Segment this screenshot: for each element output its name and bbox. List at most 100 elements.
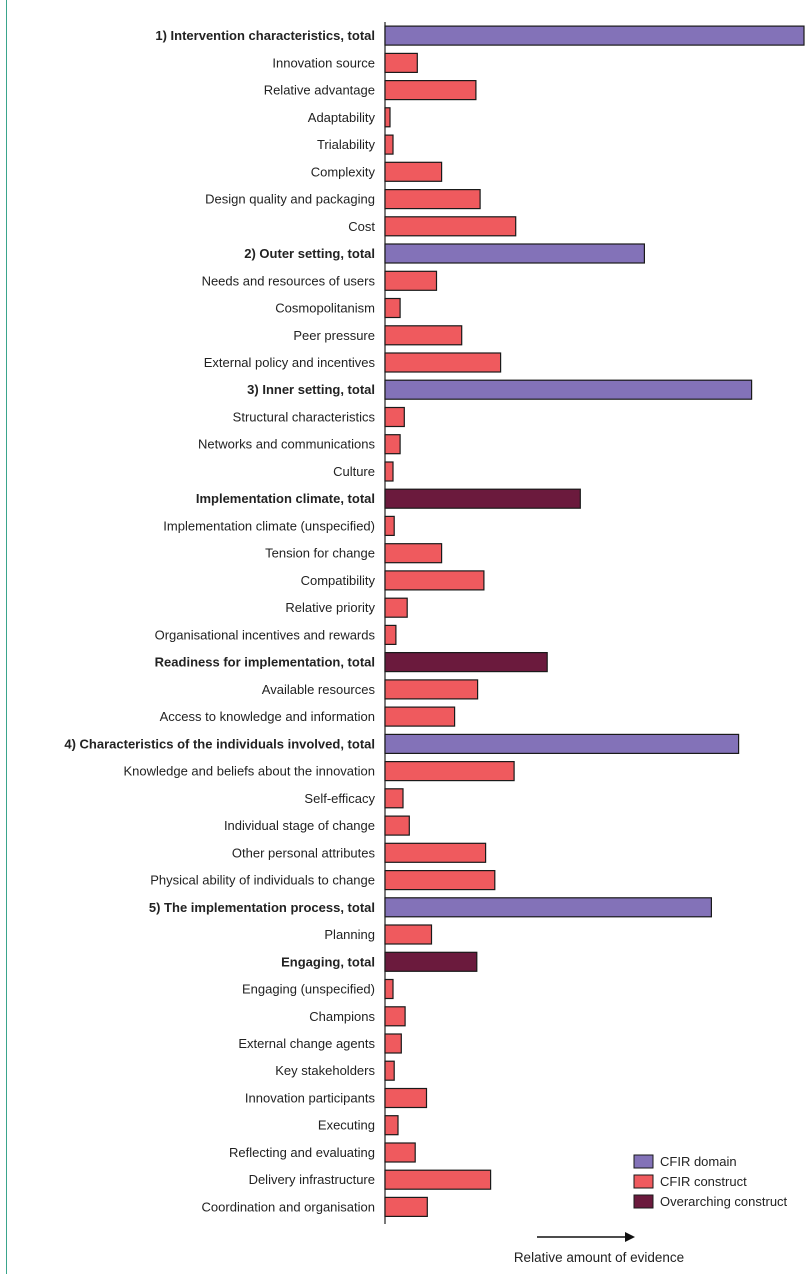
label-delivery-infrastructure: Delivery infrastructure — [249, 1172, 375, 1187]
label-implementation-climate-unspecified: Implementation climate (unspecified) — [163, 518, 375, 533]
bar-needs-and-resources-of-users — [384, 270, 438, 291]
label-coordination-and-organisation: Coordination and organisation — [202, 1199, 375, 1214]
bar-access-to-knowledge-and-information — [384, 706, 456, 727]
bar-cost — [384, 216, 517, 237]
label-networks-and-communications: Networks and communications — [198, 437, 376, 452]
label-tension-for-change: Tension for change — [265, 546, 375, 561]
bar-implementation-climate-unspecified — [384, 515, 395, 537]
label-champions: Champions — [309, 1009, 375, 1024]
left-border-rule — [6, 0, 7, 1274]
label-cost: Cost — [348, 219, 375, 234]
bar-readiness-for-implementation-total — [384, 651, 548, 673]
label-adaptability: Adaptability — [308, 110, 376, 125]
label-implementation-climate-total: Implementation climate, total — [196, 491, 375, 506]
label-2-outer-setting-total: 2) Outer setting, total — [244, 246, 375, 261]
bar-peer-pressure — [384, 325, 463, 346]
legend: CFIR domain CFIR construct Overarching con… — [633, 1154, 788, 1209]
bar-complexity — [384, 161, 443, 182]
label-needs-and-resources-of-users: Needs and resources of users — [202, 273, 376, 288]
bar-culture — [384, 461, 394, 482]
label-self-efficacy: Self-efficacy — [304, 791, 375, 806]
bar-trialability — [384, 134, 394, 155]
bar-implementation-climate-total — [384, 488, 581, 509]
bar-individual-stage-of-change — [384, 815, 410, 836]
label-3-inner-setting-total: 3) Inner setting, total — [247, 382, 375, 397]
label-5-the-implementation-process-total: 5) The implementation process, total — [149, 900, 375, 915]
label-key-stakeholders: Key stakeholders — [275, 1063, 375, 1078]
legend-label-overarching: Overarching construct — [660, 1194, 788, 1209]
bar-tension-for-change — [384, 543, 443, 564]
label-design-quality-and-packaging: Design quality and packaging — [205, 192, 375, 207]
x-axis-label-group: Relative amount of evidence — [514, 1232, 684, 1265]
label-4-characteristics-of-the-individuals-involved-total: 4) Characteristics of the individuals in… — [64, 736, 375, 751]
bar-coordination-and-organisation — [384, 1196, 428, 1218]
label-planning: Planning — [324, 927, 375, 942]
label-other-personal-attributes: Other personal attributes — [232, 845, 376, 860]
legend-label-domain: CFIR domain — [660, 1154, 737, 1169]
label-1-intervention-characteristics-total: 1) Intervention characteristics, total — [155, 28, 375, 43]
label-individual-stage-of-change: Individual stage of change — [224, 818, 375, 833]
label-trialability: Trialability — [317, 137, 376, 152]
bar-structural-characteristics — [384, 406, 405, 428]
bar-compatibility — [384, 570, 485, 591]
bar-champions — [384, 1006, 406, 1027]
label-physical-ability-of-individuals-to-change: Physical ability of individuals to chang… — [150, 873, 375, 888]
label-innovation-participants: Innovation participants — [245, 1091, 376, 1106]
bar-reflecting-and-evaluating — [384, 1142, 416, 1163]
bar-innovation-source — [384, 52, 418, 74]
x-axis-label: Relative amount of evidence — [514, 1250, 684, 1265]
legend-label-construct: CFIR construct — [660, 1174, 747, 1189]
label-cosmopolitanism: Cosmopolitanism — [275, 301, 375, 316]
legend-swatch-construct — [633, 1174, 654, 1189]
label-peer-pressure: Peer pressure — [293, 328, 375, 343]
label-organisational-incentives-and-rewards: Organisational incentives and rewards — [155, 627, 376, 642]
label-engaging-unspecified: Engaging (unspecified) — [242, 982, 375, 997]
bar-1-intervention-characteristics-total — [384, 25, 805, 46]
label-knowledge-and-beliefs-about-the-innovation: Knowledge and beliefs about the innovati… — [123, 764, 375, 779]
bars-group — [384, 25, 805, 1218]
bar-relative-priority — [384, 597, 408, 618]
bar-organisational-incentives-and-rewards — [384, 624, 397, 646]
bar-self-efficacy — [384, 788, 404, 809]
label-compatibility: Compatibility — [301, 573, 376, 588]
label-innovation-source: Innovation source — [272, 55, 375, 70]
legend-swatch-domain — [633, 1154, 654, 1169]
bar-cosmopolitanism — [384, 297, 401, 319]
label-external-policy-and-incentives: External policy and incentives — [204, 355, 376, 370]
bar-executing — [384, 1115, 399, 1136]
label-executing: Executing — [318, 1118, 375, 1133]
bar-design-quality-and-packaging — [384, 189, 481, 210]
bar-key-stakeholders — [384, 1060, 395, 1081]
bar-available-resources — [384, 679, 479, 700]
label-engaging-total: Engaging, total — [281, 954, 375, 969]
bar-5-the-implementation-process-total — [384, 897, 712, 918]
bar-engaging-unspecified — [384, 978, 394, 1000]
label-relative-priority: Relative priority — [285, 600, 375, 615]
label-readiness-for-implementation-total: Readiness for implementation, total — [155, 655, 375, 670]
bar-external-change-agents — [384, 1033, 402, 1054]
bar-networks-and-communications — [384, 434, 401, 455]
label-external-change-agents: External change agents — [238, 1036, 375, 1051]
x-axis-arrow-head — [625, 1232, 635, 1242]
legend-swatch-overarching — [633, 1194, 654, 1209]
label-access-to-knowledge-and-information: Access to knowledge and information — [160, 709, 375, 724]
label-relative-advantage: Relative advantage — [264, 83, 375, 98]
bar-knowledge-and-beliefs-about-the-innovation — [384, 760, 515, 782]
label-complexity: Complexity — [311, 164, 376, 179]
label-available-resources: Available resources — [262, 682, 376, 697]
label-reflecting-and-evaluating: Reflecting and evaluating — [229, 1145, 375, 1160]
bar-4-characteristics-of-the-individuals-involved-total — [384, 733, 740, 755]
bar-external-policy-and-incentives — [384, 352, 502, 373]
bar-3-inner-setting-total — [384, 379, 753, 400]
bar-planning — [384, 924, 433, 945]
bar-engaging-total — [384, 951, 478, 972]
bar-relative-advantage — [384, 79, 477, 101]
bar-innovation-participants — [384, 1087, 428, 1109]
bar-other-personal-attributes — [384, 842, 487, 863]
label-culture: Culture — [333, 464, 375, 479]
category-labels-group: 1) Intervention characteristics, total In… — [64, 28, 375, 1214]
bar-adaptability — [384, 107, 391, 128]
label-structural-characteristics: Structural characteristics — [233, 410, 376, 425]
